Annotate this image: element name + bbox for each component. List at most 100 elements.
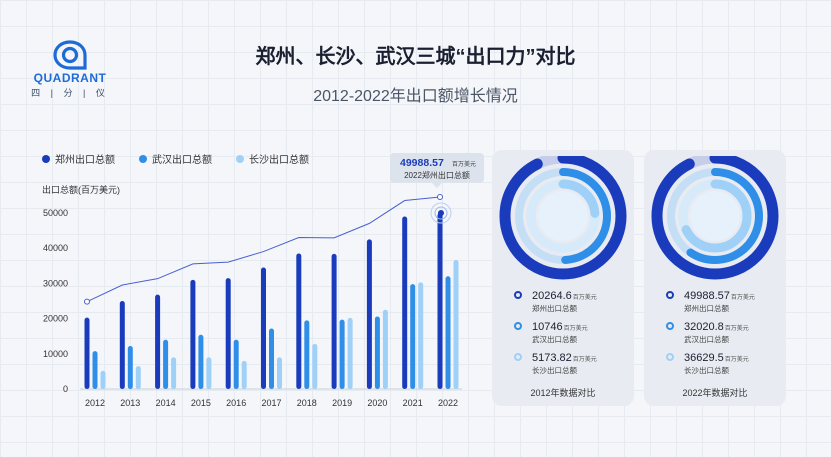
stat-name: 武汉出口总额 bbox=[684, 335, 729, 344]
stat-unit: 百万美元 bbox=[572, 357, 597, 363]
bar-0-2016 bbox=[225, 278, 231, 389]
x-tick-label: 2014 bbox=[156, 398, 176, 408]
ring-arc-1 bbox=[515, 168, 611, 264]
bar-1-2015 bbox=[198, 334, 204, 389]
trend-end-point bbox=[437, 194, 443, 201]
bar-1-2014 bbox=[163, 339, 169, 389]
bar-2-2014 bbox=[171, 357, 177, 389]
bar-1-2017 bbox=[269, 328, 274, 389]
ring-arc-1 bbox=[667, 168, 763, 264]
ring-center bbox=[538, 191, 588, 241]
card-stat-list: 49988.57百万美元 郑州出口总额 32020.8百万美元 武汉出口总额 3… bbox=[666, 286, 755, 379]
y-axis-label: 出口总额(百万美元) bbox=[42, 185, 120, 195]
y-tick-label: 50000 bbox=[43, 208, 68, 218]
legend-dot-zhengzhou bbox=[42, 154, 50, 163]
stat-dot-zhengzhou bbox=[514, 291, 522, 299]
logo-brand-text: QUADRANT bbox=[33, 71, 107, 85]
bar-0-2020 bbox=[366, 239, 372, 389]
legend-item-zhengzhou: 郑州出口总额 bbox=[42, 151, 115, 166]
highlight-ring-inner bbox=[434, 206, 448, 220]
card-label-2022: 2022年数据对比 bbox=[682, 388, 748, 398]
stat-unit: 百万美元 bbox=[563, 326, 588, 332]
card-label-2012: 2012年数据对比 bbox=[530, 388, 596, 398]
ring-arc-2 bbox=[678, 179, 752, 253]
bar-1-2020 bbox=[374, 316, 380, 389]
x-tick-label: 2012 bbox=[85, 398, 105, 408]
logo-sub-text: 四 | 分 | 仪 bbox=[31, 88, 109, 98]
stat-name: 郑州出口总额 bbox=[684, 304, 729, 313]
x-tick-label: 2013 bbox=[120, 398, 140, 408]
brand-logo: QUADRANT 四 | 分 | 仪 bbox=[30, 40, 110, 99]
bar-2-2022 bbox=[453, 260, 459, 389]
legend-dot-wuhan bbox=[139, 154, 147, 163]
ring-chart-2022 bbox=[651, 156, 779, 280]
stat-value: 49988.57 bbox=[684, 290, 730, 302]
callout-pointer bbox=[432, 183, 442, 188]
stat-dot-wuhan bbox=[514, 322, 522, 330]
highlight-ring-outer bbox=[430, 202, 452, 224]
ring-arc-0 bbox=[499, 156, 627, 280]
bar-0-2019 bbox=[331, 253, 337, 389]
stat-unit: 百万美元 bbox=[724, 326, 749, 332]
callout-unit: 百万美元 bbox=[452, 160, 476, 168]
stat-value: 20264.6 bbox=[532, 290, 572, 302]
stat-dot-changsha bbox=[666, 353, 674, 361]
ring-arc-2 bbox=[526, 179, 600, 253]
ring-chart-2012 bbox=[499, 156, 627, 280]
stat-unit: 百万美元 bbox=[572, 295, 597, 301]
bar-0-2022 bbox=[437, 213, 443, 389]
stat-item-zhengzhou: 49988.57百万美元 郑州出口总额 bbox=[666, 286, 755, 314]
trend-line bbox=[86, 196, 441, 303]
card-stat-list: 20264.6百万美元 郑州出口总额 10746百万美元 武汉出口总额 5173… bbox=[514, 286, 597, 379]
bar-2-2021 bbox=[418, 282, 424, 389]
highlight-dot bbox=[438, 210, 444, 217]
chart-legend: 郑州出口总额 武汉出口总额 长沙出口总额 bbox=[42, 151, 309, 166]
comparison-card-2022: 49988.57百万美元 郑州出口总额 32020.8百万美元 武汉出口总额 3… bbox=[644, 150, 786, 406]
legend-item-wuhan: 武汉出口总额 bbox=[139, 151, 212, 166]
bar-2-2017 bbox=[277, 357, 282, 389]
bar-2-2016 bbox=[241, 360, 247, 389]
y-tick-label: 30000 bbox=[43, 278, 68, 288]
stat-dot-wuhan bbox=[666, 322, 674, 330]
legend-label-zhengzhou: 郑州出口总额 bbox=[55, 155, 115, 166]
bar-2-2013 bbox=[135, 366, 141, 389]
bar-1-2012 bbox=[92, 351, 98, 389]
bar-0-2015 bbox=[190, 279, 196, 389]
bar-2-2020 bbox=[382, 309, 388, 389]
legend-item-changsha: 长沙出口总额 bbox=[236, 151, 309, 166]
stat-name: 郑州出口总额 bbox=[532, 304, 577, 313]
stat-value: 36629.5 bbox=[684, 352, 724, 364]
x-tick-label: 2017 bbox=[261, 398, 281, 408]
stat-unit: 百万美元 bbox=[724, 357, 749, 363]
stat-value: 10746 bbox=[532, 321, 563, 333]
callout-value: 49988.57 bbox=[400, 157, 444, 169]
bar-0-2013 bbox=[119, 301, 125, 389]
bar-2-2019 bbox=[347, 317, 353, 389]
legend-dot-changsha bbox=[236, 154, 244, 163]
x-tick-label: 2016 bbox=[226, 398, 246, 408]
bar-1-2018 bbox=[304, 320, 310, 389]
bar-0-2014 bbox=[155, 294, 161, 389]
stat-value: 5173.82 bbox=[532, 352, 572, 364]
y-tick-label: 0 bbox=[63, 384, 68, 394]
y-tick-label: 20000 bbox=[43, 314, 68, 324]
bar-2-2015 bbox=[206, 357, 212, 389]
trend-start-point bbox=[84, 298, 90, 305]
stat-name: 长沙出口总额 bbox=[684, 366, 729, 375]
stat-item-wuhan: 10746百万美元 武汉出口总额 bbox=[514, 317, 597, 345]
stat-name: 武汉出口总额 bbox=[532, 335, 577, 344]
quadrant-logo-icon bbox=[53, 40, 87, 70]
x-tick-label: 2020 bbox=[367, 398, 387, 408]
x-tick-label: 2022 bbox=[438, 398, 458, 408]
stat-item-wuhan: 32020.8百万美元 武汉出口总额 bbox=[666, 317, 755, 345]
ring-center bbox=[690, 191, 740, 241]
stat-value: 32020.8 bbox=[684, 321, 724, 333]
legend-label-changsha: 长沙出口总额 bbox=[249, 155, 309, 166]
bar-1-2022 bbox=[445, 276, 451, 389]
bar-1-2013 bbox=[127, 346, 133, 389]
stat-item-changsha: 36629.5百万美元 长沙出口总额 bbox=[666, 348, 755, 376]
stat-dot-zhengzhou bbox=[666, 291, 674, 299]
x-tick-label: 2021 bbox=[403, 398, 423, 408]
comparison-card-2012: 20264.6百万美元 郑州出口总额 10746百万美元 武汉出口总额 5173… bbox=[492, 150, 634, 406]
